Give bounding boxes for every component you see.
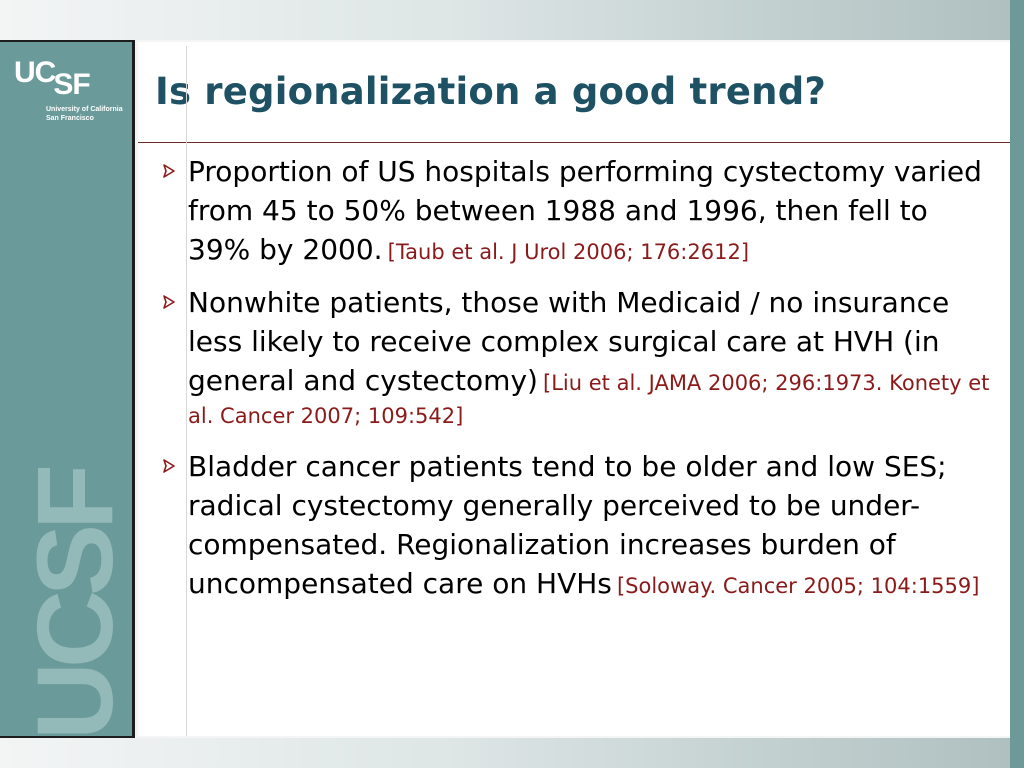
arrowhead-bullet-icon [163,459,175,473]
logo-text-line1: University of California [46,106,123,113]
bullet-citation: [Taub et al. J Urol 2006; 176:2612] [387,240,750,264]
watermark-text: UCSF [14,467,135,738]
logo-mark-uc: UC [14,56,56,89]
bullet-item: Nonwhite patients, those with Medicaid /… [158,283,998,433]
ucsf-logo: UCSF University of California San Franci… [12,56,132,138]
bullet-citation: [Soloway. Cancer 2005; 104:1559] [616,574,980,598]
arrowhead-bullet-icon [163,164,175,178]
logo-mark-sf: SF [53,68,90,101]
guide-line [186,46,187,736]
title-area: Is regionalization a good trend? [138,42,1010,143]
bullet-text: Proportion of US hospitals performing cy… [188,155,982,266]
right-band [1010,0,1024,768]
bullet-list: Proportion of US hospitals performing cy… [158,152,998,617]
sidebar: UCSF University of California San Franci… [0,40,135,738]
bottom-band [0,738,1024,768]
bullet-item: Proportion of US hospitals performing cy… [158,152,998,269]
bullet-citation: [Liu et al. JAMA 2006; 296:1973. Konety … [188,371,990,428]
arrowhead-bullet-icon [163,295,175,309]
logo-text: University of California San Francisco [46,105,123,123]
slide-title: Is regionalization a good trend? [155,70,827,113]
top-band [0,0,1024,40]
bullet-text: Bladder cancer patients tend to be older… [188,450,947,600]
bullet-item: Bladder cancer patients tend to be older… [158,447,998,603]
ucsf-watermark: UCSF [14,467,135,738]
bullet-text: Nonwhite patients, those with Medicaid /… [188,286,950,397]
logo-mark: UCSF [14,56,91,100]
logo-text-line2: San Francisco [46,115,94,122]
slide-content: Is regionalization a good trend? Proport… [138,42,1010,736]
